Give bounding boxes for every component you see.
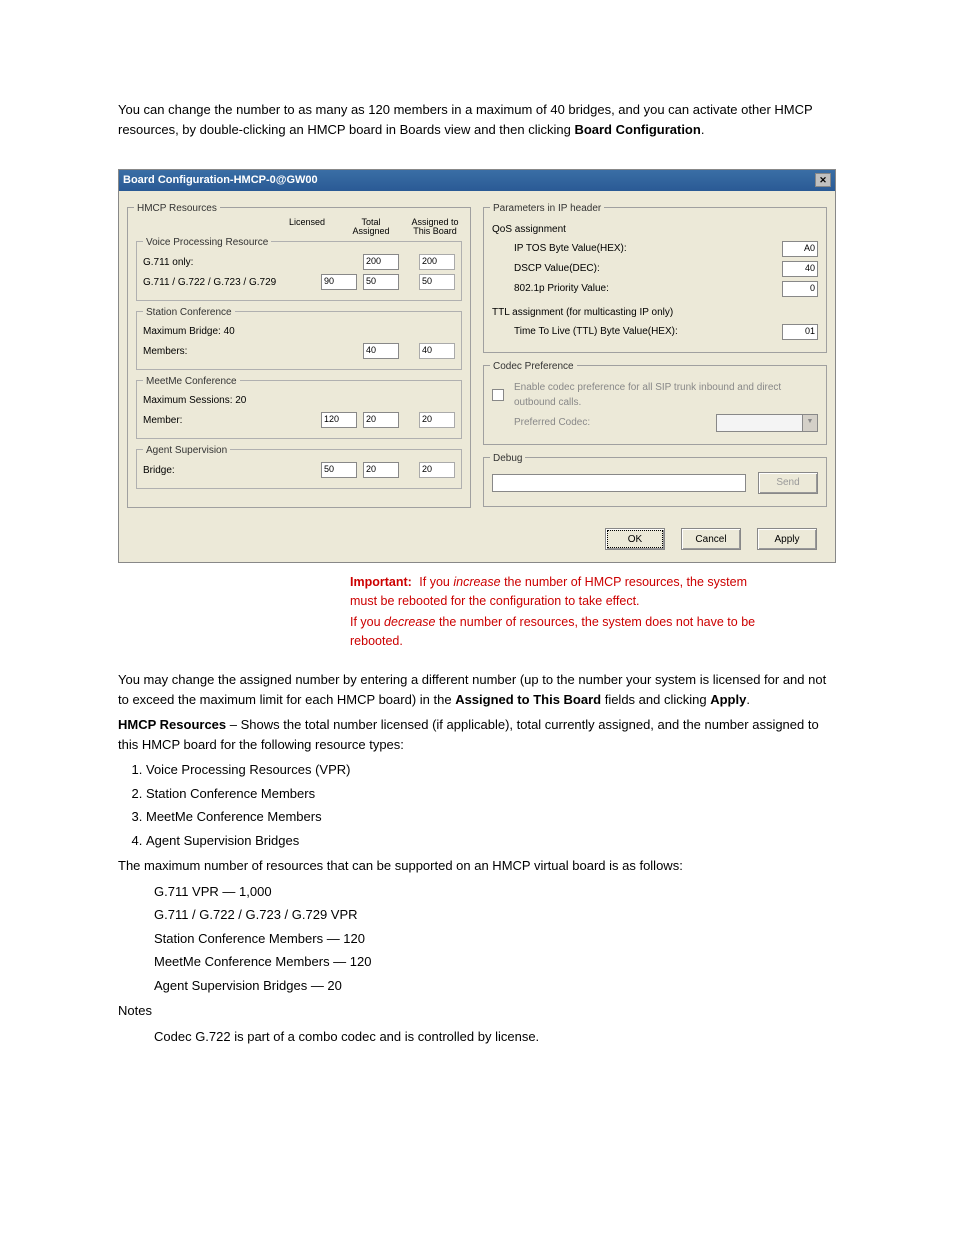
notes-label: Notes bbox=[118, 1001, 836, 1021]
list-item: Agent Supervision Bridges bbox=[146, 831, 836, 851]
p3: The maximum number of resources that can… bbox=[118, 856, 836, 876]
g711-assigned: 200 bbox=[419, 254, 455, 270]
hdr-licensed: Licensed bbox=[282, 218, 332, 238]
pref-codec-label: Preferred Codec: bbox=[514, 415, 590, 430]
sc-members-label: Members: bbox=[143, 344, 317, 359]
imp-l2b: decrease bbox=[384, 615, 435, 629]
ag-assigned: 20 bbox=[419, 462, 455, 478]
station-conf-subgroup: Station Conference Maximum Bridge: 40 Me… bbox=[136, 311, 462, 370]
agent-subgroup: Agent Supervision Bridge: 50 20 20 bbox=[136, 449, 462, 489]
body-text: You may change the assigned number by en… bbox=[118, 670, 836, 1046]
imp-l1b: increase bbox=[453, 575, 500, 589]
apply-button[interactable]: Apply bbox=[757, 528, 817, 550]
vpr-label: Voice Processing Resource bbox=[143, 235, 271, 250]
resource-types-list: Voice Processing Resources (VPR) Station… bbox=[118, 760, 836, 850]
p1d: Apply bbox=[710, 692, 746, 707]
g711-label: G.711 only: bbox=[143, 255, 317, 270]
p1b: Assigned to This Board bbox=[455, 692, 601, 707]
pri-input[interactable]: 0 bbox=[782, 281, 818, 297]
vpr-subgroup: Voice Processing Resource G.711 only: 20… bbox=[136, 241, 462, 301]
important-block: Important: If you increase the number of… bbox=[350, 573, 770, 650]
enable-codec-label: Enable codec preference for all SIP trun… bbox=[514, 380, 818, 410]
boardconf-bold: Board Configuration bbox=[574, 122, 700, 137]
g711-729-assigned: 50 bbox=[419, 274, 455, 290]
ttlv-input[interactable]: 01 bbox=[782, 324, 818, 340]
pri-label: 802.1p Priority Value: bbox=[514, 281, 609, 296]
tos-label: IP TOS Byte Value(HEX): bbox=[514, 241, 627, 256]
ag-total-input[interactable]: 20 bbox=[363, 462, 399, 478]
list-item: G.711 / G.722 / G.723 / G.729 VPR bbox=[154, 905, 836, 925]
mm-label: MeetMe Conference bbox=[143, 374, 240, 389]
list-item: Codec G.722 is part of a combo codec and… bbox=[154, 1027, 836, 1047]
send-button[interactable]: Send bbox=[758, 472, 818, 494]
sc-total-input[interactable]: 40 bbox=[363, 343, 399, 359]
codec-group-label: Codec Preference bbox=[490, 359, 577, 374]
enable-codec-checkbox[interactable] bbox=[492, 389, 504, 401]
dscp-label: DSCP Value(DEC): bbox=[514, 261, 600, 276]
g711-729-lic-input[interactable]: 90 bbox=[321, 274, 357, 290]
mm-lic-input[interactable]: 120 bbox=[321, 412, 357, 428]
intro-text: You can change the number to as many as … bbox=[118, 102, 812, 137]
list-item: G.711 VPR — 1,000 bbox=[154, 882, 836, 902]
dialog-button-row: OK Cancel Apply bbox=[119, 520, 835, 562]
max-resources-list: G.711 VPR — 1,000 G.711 / G.722 / G.723 … bbox=[154, 882, 836, 996]
pref-codec-select[interactable]: ▼ bbox=[716, 414, 818, 432]
imp-l1a: If you bbox=[419, 575, 453, 589]
mm-total-input[interactable]: 20 bbox=[363, 412, 399, 428]
ip-group-label: Parameters in IP header bbox=[490, 201, 604, 216]
sc-label: Station Conference bbox=[143, 305, 235, 320]
ag-lic-input[interactable]: 50 bbox=[321, 462, 357, 478]
mm-maxsess: Maximum Sessions: 20 bbox=[143, 393, 455, 408]
mm-assigned: 20 bbox=[419, 412, 455, 428]
ag-label: Agent Supervision bbox=[143, 443, 230, 458]
sc-maxbridge: Maximum Bridge: 40 bbox=[143, 324, 455, 339]
qos-label: QoS assignment bbox=[492, 222, 566, 237]
notes-list: Codec G.722 is part of a combo codec and… bbox=[154, 1027, 836, 1047]
dscp-input[interactable]: 40 bbox=[782, 261, 818, 277]
ip-header-group: Parameters in IP header QoS assignment I… bbox=[483, 207, 827, 353]
important-label: Important: bbox=[350, 575, 412, 589]
list-item: Agent Supervision Bridges — 20 bbox=[154, 976, 836, 996]
ag-bridge-label: Bridge: bbox=[143, 463, 315, 478]
ttl-label: TTL assignment (for multicasting IP only… bbox=[492, 305, 673, 320]
p2a: HMCP Resources bbox=[118, 717, 226, 732]
hdr-assigned: Assigned to This Board bbox=[410, 218, 460, 238]
intro-paragraph: You can change the number to as many as … bbox=[118, 100, 836, 139]
p1c: fields and clicking bbox=[601, 692, 710, 707]
list-item: Station Conference Members bbox=[146, 784, 836, 804]
sc-assigned: 40 bbox=[419, 343, 455, 359]
list-item: MeetMe Conference Members — 120 bbox=[154, 952, 836, 972]
meetme-subgroup: MeetMe Conference Maximum Sessions: 20 M… bbox=[136, 380, 462, 439]
hmcp-resources-group: HMCP Resources Licensed Total Assigned A… bbox=[127, 207, 471, 509]
list-item: Voice Processing Resources (VPR) bbox=[146, 760, 836, 780]
g711-729-label: G.711 / G.722 / G.723 / G.729 bbox=[143, 275, 315, 290]
close-icon[interactable]: ✕ bbox=[815, 173, 831, 187]
dialog-titlebar: Board Configuration-HMCP-0@GW00 ✕ bbox=[119, 170, 835, 191]
debug-group: Debug Send bbox=[483, 457, 827, 507]
board-config-dialog: Board Configuration-HMCP-0@GW00 ✕ HMCP R… bbox=[118, 169, 836, 563]
ttlv-label: Time To Live (TTL) Byte Value(HEX): bbox=[514, 324, 678, 339]
intro-end: . bbox=[701, 122, 705, 137]
tos-input[interactable]: A0 bbox=[782, 241, 818, 257]
debug-input[interactable] bbox=[492, 474, 746, 492]
list-item: MeetMe Conference Members bbox=[146, 807, 836, 827]
p1e: . bbox=[746, 692, 750, 707]
imp-l2a: If you bbox=[350, 615, 384, 629]
hmcp-group-label: HMCP Resources bbox=[134, 201, 220, 216]
debug-group-label: Debug bbox=[490, 451, 525, 466]
chevron-down-icon: ▼ bbox=[802, 415, 817, 431]
cancel-button[interactable]: Cancel bbox=[681, 528, 741, 550]
hdr-total: Total Assigned bbox=[346, 218, 396, 238]
g711-total-input[interactable]: 200 bbox=[363, 254, 399, 270]
codec-group: Codec Preference Enable codec preference… bbox=[483, 365, 827, 445]
ok-button[interactable]: OK bbox=[605, 528, 665, 550]
g711-729-total-input[interactable]: 50 bbox=[363, 274, 399, 290]
mm-member-label: Member: bbox=[143, 413, 315, 428]
dialog-title: Board Configuration-HMCP-0@GW00 bbox=[123, 172, 318, 189]
list-item: Station Conference Members — 120 bbox=[154, 929, 836, 949]
